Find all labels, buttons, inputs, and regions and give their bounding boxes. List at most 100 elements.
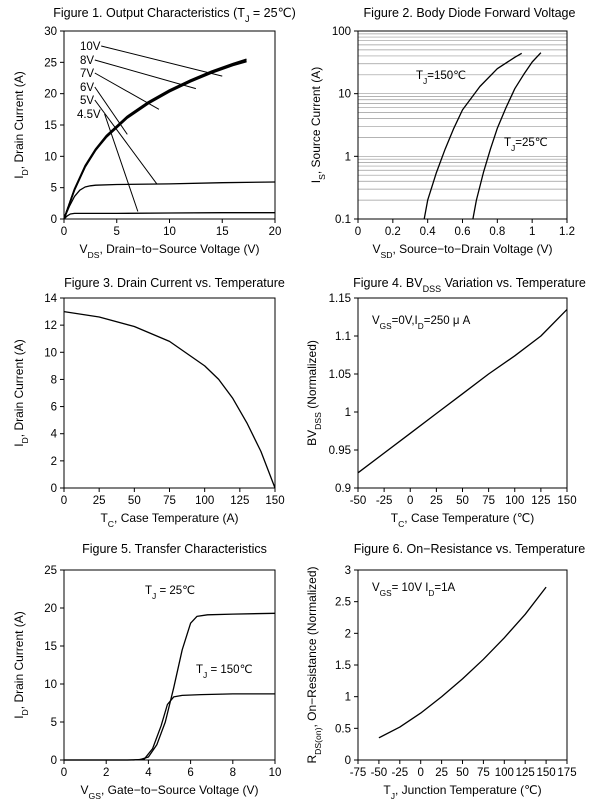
condition-annotation: VGS=0V,ID=250 μ A [372,315,471,331]
figure-5: Figure 5. Transfer Characteristics 0 2 4 6 8 1… [12,542,281,801]
series-line-T25 [472,52,542,220]
x-tick-label: 0.4 [420,226,437,238]
x-tick-label: 15 [216,226,229,238]
plot-frame [63,297,276,489]
y-axis-label: ID, Drain Current (A) [12,339,30,447]
chart-title-part: Figure 1. Output Characteristics (T [53,6,245,20]
x-axis-label-part: SD [380,250,392,260]
series-annotation: TJ = 25℃ [145,585,195,601]
chart-title-part: Figure 6. On−Resistance vs. Temperature [354,542,586,556]
x-tick-label: -25 [376,495,393,507]
series-line [357,308,568,474]
x-axis-label: TC, Case Temperature (℃) [391,511,535,529]
series-line-5V [63,181,276,220]
x-tick-label: -50 [371,767,388,779]
x-tick-label: 75 [482,495,495,507]
condition-annotation-part: GS [380,322,392,331]
y-tick-label: 10 [338,89,351,101]
y-tick-label: 10 [44,151,57,163]
x-tick-label: 0 [407,495,413,507]
y-axis-label-part: I [309,180,323,183]
chart-title-part: Figure 3. Drain Current vs. Temperature [64,276,285,290]
x-tick-label: 0 [61,495,67,507]
x-tick-label: 175 [557,767,576,779]
chart-title-part: DSS [423,284,442,294]
y-tick-label: 0.95 [329,445,351,457]
x-axis-label-part: , Source−to−Drain Voltage (V) [392,242,552,256]
x-tick-label: 50 [456,767,469,779]
y-axis-label-part: I [12,443,26,446]
y-tick-label: 10 [44,347,57,359]
x-tick-label: 150 [265,495,284,507]
series-line-6V [63,60,247,220]
condition-annotation-part: V [372,582,380,594]
y-axis-label: IS, Source Current (A) [309,67,327,183]
y-tick-label: 20 [44,603,57,615]
y-tick-label: 1.05 [329,369,351,381]
x-tick-label: 125 [531,495,550,507]
series-annotation-part: T [504,137,511,149]
y-axis-label-part: D [20,709,30,715]
chart-title: Figure 5. Transfer Characteristics [82,542,267,556]
x-axis-label-part: , Case Temperature (A) [114,511,239,525]
series-annotation-part: = 150℃ [207,664,252,676]
condition-annotation-part: = 10V I [392,582,429,594]
plot-frame [63,30,276,220]
x-axis-label-part: DS [87,250,99,260]
y-axis-label-part: I [12,715,26,718]
x-tick-label: 125 [516,767,535,779]
y-axis-label-part: , Drain Current (A) [12,611,26,709]
x-axis-label: TC, Case Temperature (A) [100,511,238,529]
x-tick-label: 20 [269,226,282,238]
series-annotation-part: T [145,585,152,597]
x-tick-label: -50 [350,495,367,507]
y-tick-label: 14 [44,293,57,305]
y-tick-label: 1.5 [335,660,351,672]
chart-title-part: Figure 4. BV [353,276,423,290]
x-tick-label: 10 [269,767,282,779]
chart-title-part: Figure 5. Transfer Characteristics [82,542,267,556]
y-tick-label: 1.15 [329,293,351,305]
x-tick-label: 1 [529,226,535,238]
series-annotation-part: =25℃ [515,137,548,149]
y-tick-label: 2 [51,456,57,468]
series-annotation: TJ = 150℃ [196,664,253,680]
y-axis-label-part: , Drain Current (A) [12,339,26,437]
y-axis-label: RDS(on), On−Resistance (Normalized) [305,566,323,763]
curve-label: 8V [80,55,94,67]
y-tick-label: 0 [51,483,57,495]
y-tick-label: 6 [51,402,57,414]
series-annotation: TJ=25℃ [504,137,548,153]
x-tick-label: 25 [435,767,448,779]
chart-title: Figure 2. Body Diode Forward Voltage [364,6,576,20]
chart-title-part: J [245,14,250,24]
y-tick-label: 0 [51,755,57,767]
y-tick-label: 15 [44,641,57,653]
series-annotation-part: J [423,76,427,86]
chart-title: Figure 4. BVDSS Variation vs. Temperatur… [353,276,586,294]
y-axis-label-part: , Source Current (A) [309,67,323,174]
x-tick-label: 0.2 [385,226,401,238]
x-tick-label: 2 [103,767,109,779]
chart-title-part: Figure 2. Body Diode Forward Voltage [364,6,576,20]
y-axis-label-part: S [317,174,327,180]
x-axis-label-part: , Gate−to−Source Voltage (V) [101,783,258,797]
y-axis-label-part: , On−Resistance (Normalized) [305,566,319,727]
y-tick-label: 25 [44,565,57,577]
x-axis-label-part: T [391,511,399,525]
x-axis-label-part: C [398,519,404,529]
y-tick-label: 5 [51,183,57,195]
x-tick-label: 100 [505,495,524,507]
x-axis-label: VGS, Gate−to−Source Voltage (V) [81,783,259,801]
y-tick-label: 1 [345,151,351,163]
figure-3: Figure 3. Drain Current vs. Temperature 0… [12,276,285,529]
x-tick-label: 1.2 [559,226,575,238]
x-tick-label: -75 [350,767,367,779]
y-axis-label-part: BV [305,430,319,446]
x-tick-label: 5 [114,226,120,238]
x-axis-label: VDS, Drain−to−Source Voltage (V) [79,242,259,260]
x-axis-label-part: J [391,791,395,801]
x-tick-label: 75 [477,767,490,779]
x-tick-label: 0.8 [489,226,505,238]
y-axis-label: ID, Drain Current (A) [12,611,30,719]
